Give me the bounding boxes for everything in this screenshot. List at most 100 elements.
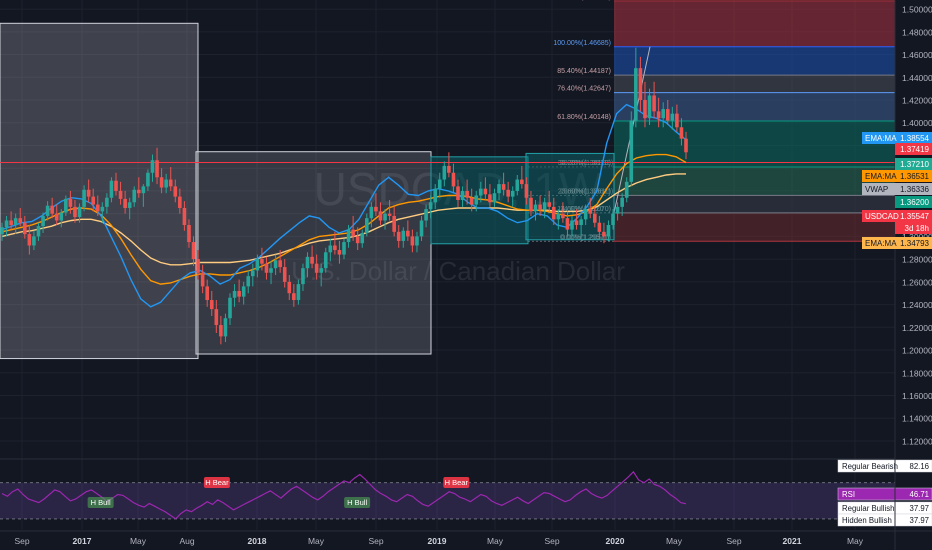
candle-body	[64, 198, 68, 213]
y-tick-label: 1.20000	[902, 346, 932, 356]
rsi-tag-text: H Bull	[347, 498, 367, 507]
y-tick-label: 1.16000	[902, 391, 932, 401]
candle-body	[396, 231, 401, 241]
rsi-divergence-tag: H Bull	[344, 497, 371, 508]
fib-level-label: 0.00%(1.29571)	[561, 234, 611, 241]
candle-body	[182, 207, 187, 226]
ema-slow-line	[1, 153, 687, 285]
candle-body	[333, 245, 337, 251]
time-axis[interactable]: Sep 2017 May Aug 2018 May Sep 2019 May Sep 2020 May…	[0, 530, 932, 546]
candle-body	[387, 213, 392, 216]
candle-body	[634, 68, 638, 121]
candle-body	[137, 189, 141, 194]
x-tick-label: 2018	[248, 536, 267, 546]
candle-body	[54, 213, 59, 221]
candle-body	[533, 204, 538, 212]
candle-body	[337, 250, 342, 255]
candle-body	[127, 202, 132, 208]
x-tick-label: 2021	[783, 536, 802, 546]
candle-body	[428, 202, 433, 210]
candle-body	[570, 220, 574, 230]
candle-body	[365, 218, 369, 233]
candle-body	[301, 268, 305, 285]
candle-body	[410, 236, 415, 246]
rsi-tag-bg	[203, 477, 230, 488]
candle-body	[392, 215, 396, 232]
candle-body	[492, 193, 497, 203]
candle-body	[228, 297, 232, 319]
price-tag: EMA:MA 1.34793	[862, 237, 932, 249]
candle-body	[620, 197, 624, 207]
rsi-tag-bg	[344, 497, 371, 508]
price-tag-value: 1.36336	[900, 185, 929, 194]
rsi-tag-text: H Bear	[445, 478, 469, 487]
candle-body	[196, 259, 200, 273]
candle-body	[351, 229, 355, 237]
candle-body	[223, 318, 228, 337]
candle-body	[105, 197, 109, 207]
candle-body	[114, 180, 118, 191]
candle-body	[529, 197, 533, 212]
candle-body	[18, 218, 23, 223]
price-tag: 3d 18h	[895, 222, 932, 234]
candle-body	[346, 229, 351, 243]
fib-zone	[614, 46, 895, 76]
candle-body	[187, 225, 191, 243]
price-tag-bg	[862, 210, 932, 222]
candle-body	[447, 165, 451, 173]
candle-body	[13, 218, 18, 226]
range-boxes	[0, 22, 895, 360]
price-tag-bg	[895, 222, 932, 234]
candle-body	[132, 189, 137, 203]
candle-body	[593, 213, 597, 223]
x-tick-label: 2020	[606, 536, 625, 546]
regular-bearish-label-value: 82.16	[909, 462, 929, 471]
candle-body	[100, 206, 105, 212]
candle-body	[415, 236, 419, 246]
candle-body	[109, 180, 114, 198]
rsi-line	[1, 470, 687, 520]
fib-zone	[614, 0, 895, 47]
candle-body	[369, 206, 374, 219]
rsi-divergence-tag: H Bear	[203, 477, 230, 488]
regular-bearish-label-bg	[837, 459, 932, 473]
candle-body	[524, 184, 529, 198]
candle-body	[469, 197, 474, 205]
candle-body	[287, 281, 292, 294]
candle-body	[323, 252, 328, 269]
price-tag: EMA:MA 1.38554	[862, 132, 932, 144]
candle-body	[474, 195, 479, 205]
y-tick-label: 1.12000	[902, 436, 932, 446]
fib-level-label: 100.00%(1.46685)	[553, 40, 611, 47]
candle-body	[342, 242, 346, 255]
regular-bearish-label-name: Regular Bearish	[842, 462, 898, 471]
candle-body	[374, 206, 378, 212]
candle-body	[437, 179, 442, 189]
candle-body	[77, 206, 82, 218]
candle-body	[314, 263, 319, 273]
x-tick-label: 2017	[73, 536, 92, 546]
candle-body	[565, 218, 570, 230]
x-tick-label: May	[308, 536, 325, 546]
price-tag: VWAP 1.36336	[862, 183, 932, 195]
y-tick-label: 1.28000	[902, 255, 932, 265]
candle-body	[665, 109, 670, 121]
ema-long-line	[1, 173, 686, 266]
candle-body	[50, 205, 54, 214]
candle-body	[556, 213, 561, 220]
price-tag-value: 1.36200	[900, 198, 929, 207]
candle-body	[460, 190, 465, 201]
price-tag-bg	[895, 158, 932, 170]
candle-body	[479, 188, 483, 196]
fib-zone	[614, 195, 895, 213]
candle-body	[583, 209, 588, 220]
candle-body	[615, 206, 620, 214]
hidden-bullish-label: Hidden Bullish 37.97	[837, 513, 932, 527]
candle-body	[647, 95, 652, 119]
candle-body	[73, 206, 77, 218]
candle-body	[652, 95, 656, 112]
price-tag-bg	[895, 196, 932, 208]
candle-body	[497, 184, 501, 194]
candle-body	[328, 245, 333, 253]
